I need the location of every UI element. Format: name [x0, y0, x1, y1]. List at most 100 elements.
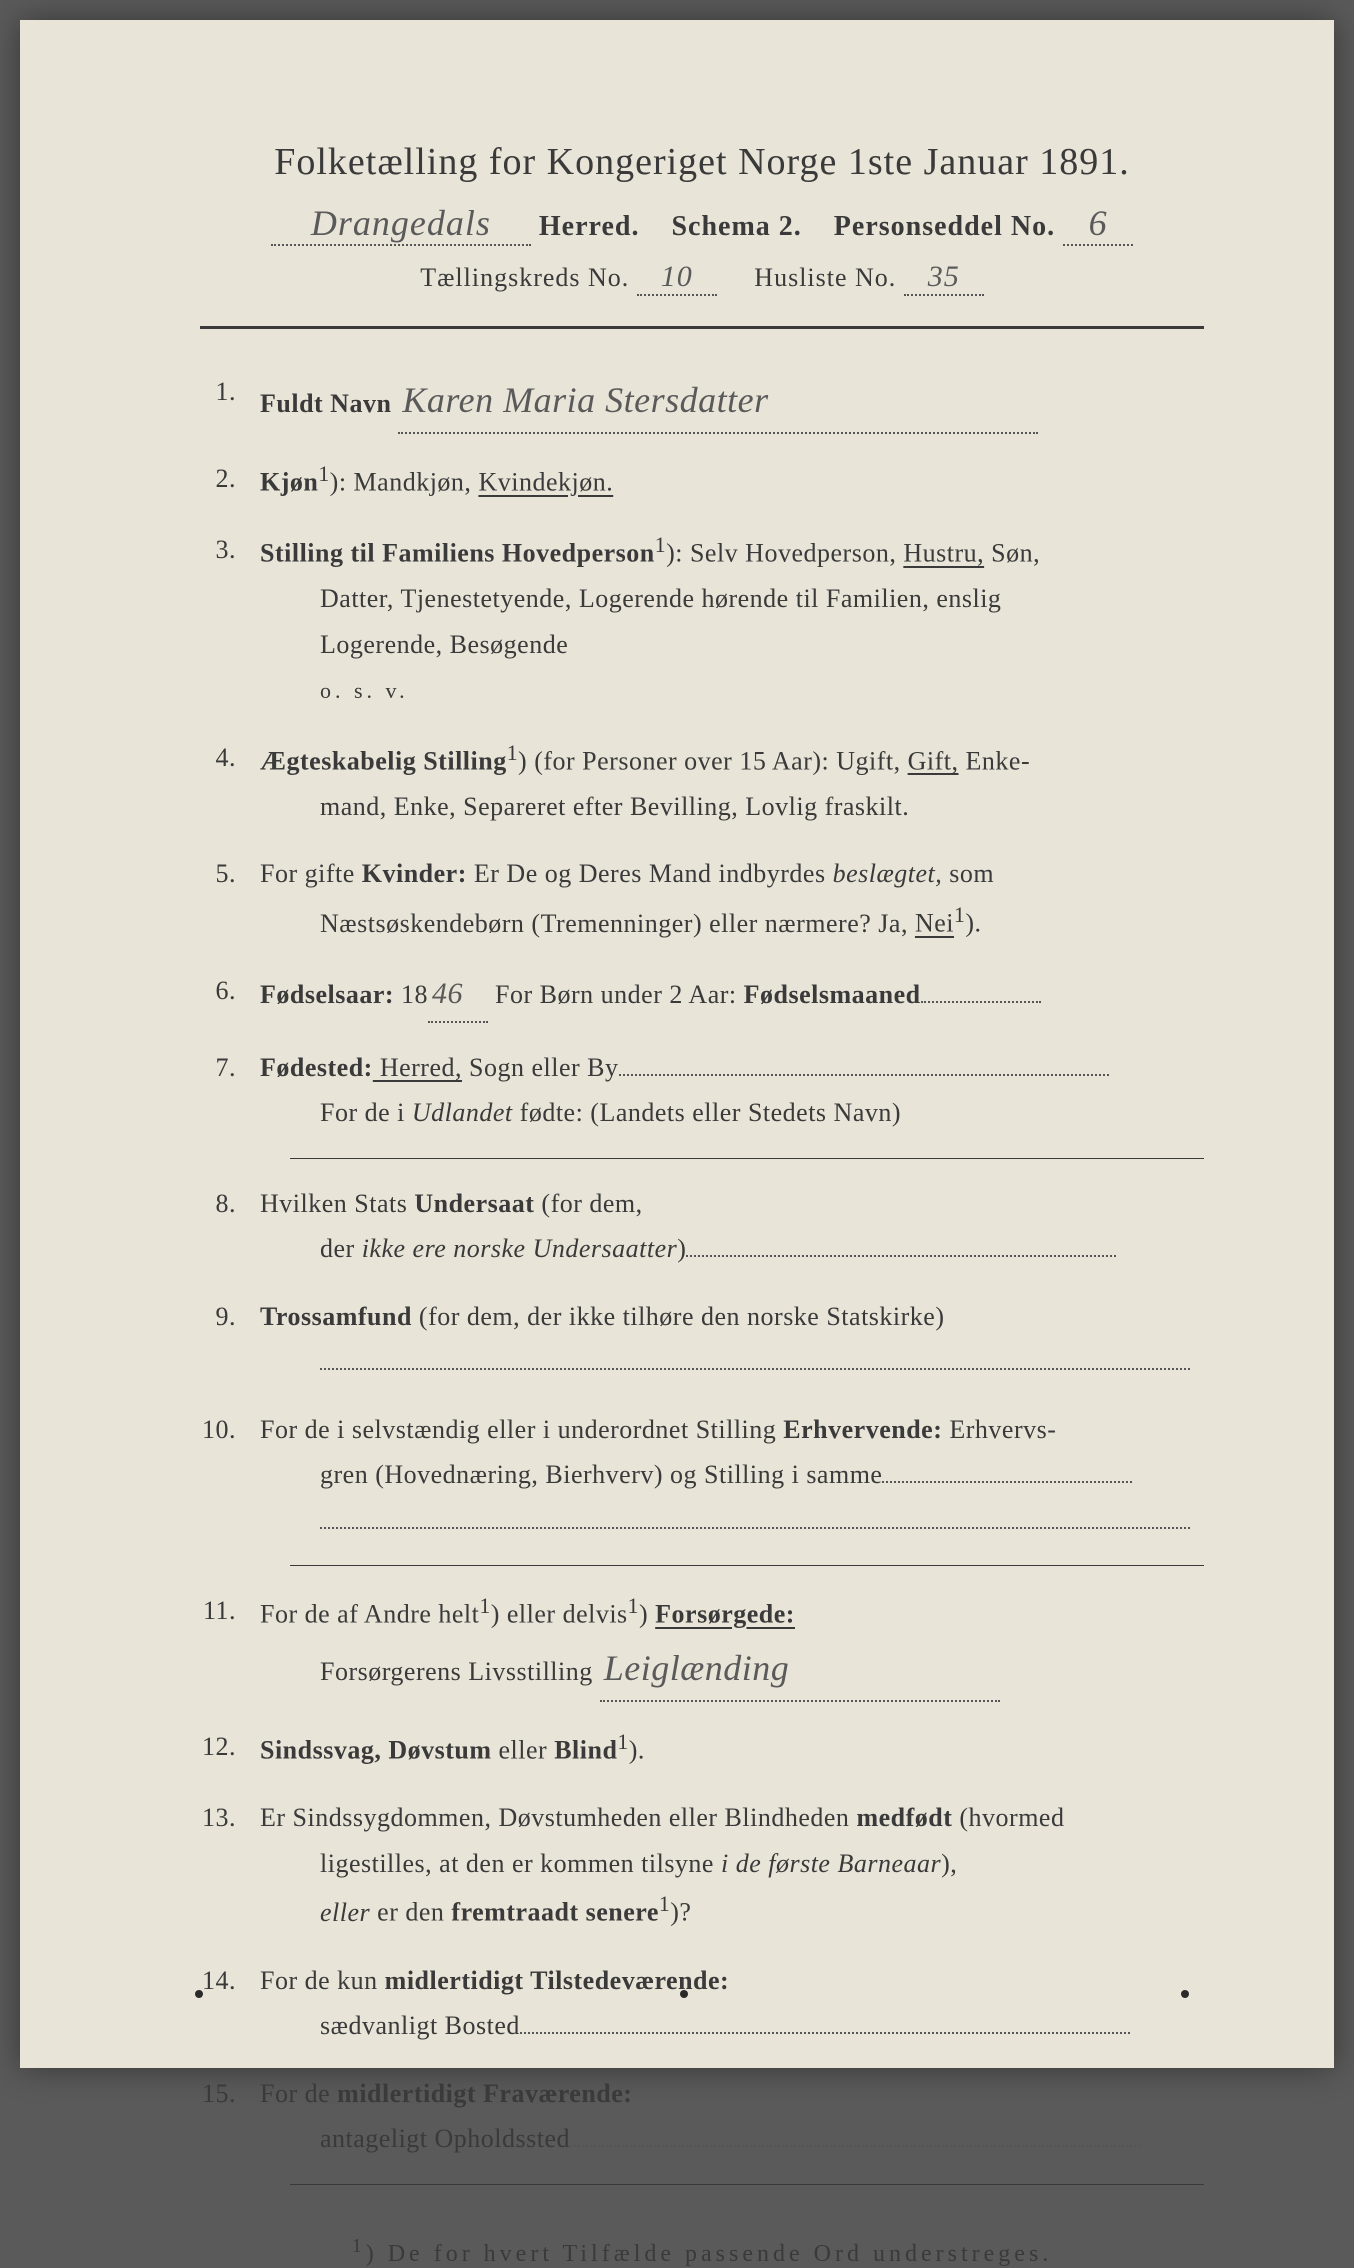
item-13-sup: 1: [659, 1892, 670, 1916]
item-3-label: Stilling til Familiens Hovedperson: [260, 539, 655, 568]
item-14-label: midlertidigt Tilstedeværende:: [385, 1966, 730, 1995]
item-7-line2b: fødte: (Landets eller Stedets Navn): [513, 1098, 901, 1127]
item-5-line1c: som: [942, 859, 994, 888]
item-7-italic: Udlandet: [412, 1098, 513, 1127]
herred-label: Herred.: [539, 211, 640, 242]
item-14: 14. For de kun midlertidigt Tilstedevære…: [200, 1958, 1204, 2049]
item-13-line3a: eller: [320, 1898, 370, 1927]
item-14-text1: For de kun: [260, 1966, 385, 1995]
footnote-sup: 1: [352, 2235, 366, 2257]
item-4-selected: Gift,: [908, 746, 959, 775]
item-7-selected: Herred,: [373, 1053, 462, 1082]
item-8-text2: (for dem,: [534, 1189, 642, 1218]
item-4-num: 4.: [200, 735, 260, 830]
item-3-line3: Logerende, Besøgende: [260, 630, 568, 659]
husliste-label: Husliste No.: [754, 263, 896, 292]
item-13-label: medfødt: [856, 1803, 952, 1832]
item-6-num: 6.: [200, 968, 260, 1023]
item-14-dots: [520, 2032, 1130, 2034]
item-3-line1a: ): Selv Hovedperson,: [666, 539, 903, 568]
item-5-italic1: beslægtet,: [833, 859, 943, 888]
item-7-text1: Sogn eller By: [462, 1053, 619, 1082]
item-13-text1: Er Sindssygdommen, Døvstumheden eller Bl…: [260, 1803, 856, 1832]
item-2-sup: 1: [318, 462, 329, 486]
item-8-line2b: ): [677, 1234, 686, 1263]
item-3-line2: Datter, Tjenestetyende, Logerende hørend…: [260, 584, 1001, 613]
item-9-num: 9.: [200, 1294, 260, 1385]
item-13: 13. Er Sindssygdommen, Døvstumheden elle…: [200, 1795, 1204, 1935]
item-10-text1: For de i selvstændig eller i underordnet…: [260, 1415, 783, 1444]
section-divider-1: [290, 1158, 1204, 1159]
item-1: 1. Fuldt Navn Karen Maria Stersdatter: [200, 369, 1204, 434]
item-8-dots: [686, 1255, 1116, 1257]
item-11-sup1: 1: [479, 1594, 490, 1618]
item-8-label: Undersaat: [414, 1189, 534, 1218]
header-line-2: Drangedals Herred. Schema 2. Personsedde…: [200, 202, 1204, 246]
item-15: 15. For de midlertidigt Fraværende: anta…: [200, 2071, 1204, 2162]
item-12-text2: ).: [629, 1736, 645, 1765]
footnote-text: ) De for hvert Tilfælde passende Ord und…: [366, 2241, 1053, 2267]
item-5-num: 5.: [200, 851, 260, 946]
item-3: 3. Stilling til Familiens Hovedperson1):…: [200, 527, 1204, 713]
item-7-label: Fødested:: [260, 1053, 373, 1082]
item-14-num: 14.: [200, 1958, 260, 2049]
item-3-num: 3.: [200, 527, 260, 713]
section-divider-3: [290, 2184, 1204, 2185]
binding-mark-left: [195, 1990, 203, 1998]
item-4: 4. Ægteskabelig Stilling1) (for Personer…: [200, 735, 1204, 830]
item-3-sup: 1: [655, 533, 666, 557]
item-9-text: (for dem, der ikke tilhøre den norske St…: [412, 1302, 945, 1331]
binding-mark-center: [680, 1990, 688, 1998]
item-4-line2: mand, Enke, Separeret efter Bevilling, L…: [260, 792, 909, 821]
item-11-text1: For de af Andre helt: [260, 1600, 479, 1629]
item-2-num: 2.: [200, 456, 260, 505]
item-3-selected: Hustru,: [903, 539, 984, 568]
item-8-text1: Hvilken Stats: [260, 1189, 414, 1218]
item-6-label2: Fødselsmaaned: [744, 980, 921, 1009]
item-9-dots: [320, 1368, 1190, 1370]
item-15-num: 15.: [200, 2071, 260, 2162]
kreds-label: Tællingskreds No.: [420, 263, 629, 292]
item-10-dots2: [320, 1527, 1190, 1529]
header-line-3: Tællingskreds No. 10 Husliste No. 35: [200, 260, 1204, 296]
item-7-num: 7.: [200, 1045, 260, 1136]
form-header: Folketælling for Kongeriget Norge 1ste J…: [200, 140, 1204, 296]
item-5: 5. For gifte Kvinder: Er De og Deres Man…: [200, 851, 1204, 946]
item-9: 9. Trossamfund (for dem, der ikke tilhør…: [200, 1294, 1204, 1385]
item-11-sup2: 1: [628, 1594, 639, 1618]
item-11-label: Forsørgede:: [655, 1600, 795, 1629]
item-15-dots: [570, 2145, 1140, 2147]
item-1-label: Fuldt Navn: [260, 389, 391, 418]
item-12-label: Sindssvag, Døvstum: [260, 1736, 492, 1765]
item-2-text: ): Mandkjøn,: [330, 468, 479, 497]
item-12-num: 12.: [200, 1724, 260, 1773]
item-10-text2: Erhvervs-: [942, 1415, 1056, 1444]
item-8: 8. Hvilken Stats Undersaat (for dem, der…: [200, 1181, 1204, 1272]
item-12-sup: 1: [617, 1730, 628, 1754]
item-4-label: Ægteskabelig Stilling: [260, 746, 507, 775]
item-4-sup: 1: [507, 741, 518, 765]
item-13-text2: (hvormed: [952, 1803, 1064, 1832]
item-13-line3b: er den: [370, 1898, 451, 1927]
item-5-line2a: Næstsøskendebørn (Tremenninger) eller næ…: [260, 909, 915, 938]
personseddel-no-field: 6: [1063, 202, 1133, 246]
item-5-label: Kvinder:: [362, 859, 467, 888]
item-11-value: Leiglænding: [600, 1637, 1000, 1702]
item-13-line3c: )?: [670, 1898, 691, 1927]
schema-label: Schema 2.: [671, 211, 801, 242]
item-8-line2a: der: [260, 1234, 362, 1263]
item-3-line4: o. s. v.: [260, 678, 409, 703]
item-9-label: Trossamfund: [260, 1302, 412, 1331]
item-2-selected: Kvindekjøn.: [478, 468, 613, 497]
kreds-no-field: 10: [637, 260, 717, 296]
item-11-text3: ): [639, 1600, 655, 1629]
header-divider: [200, 326, 1204, 329]
item-2: 2. Kjøn1): Mandkjøn, Kvindekjøn.: [200, 456, 1204, 505]
item-15-label: midlertidigt Fraværende:: [337, 2079, 632, 2108]
item-15-text1: For de: [260, 2079, 337, 2108]
item-11-num: 11.: [200, 1588, 260, 1702]
item-10-line2: gren (Hovednæring, Bierhverv) og Stillin…: [260, 1460, 882, 1489]
item-11-text2: ) eller delvis: [491, 1600, 628, 1629]
item-12-label2: Blind: [554, 1736, 617, 1765]
item-5-selected: Nei: [915, 909, 954, 938]
